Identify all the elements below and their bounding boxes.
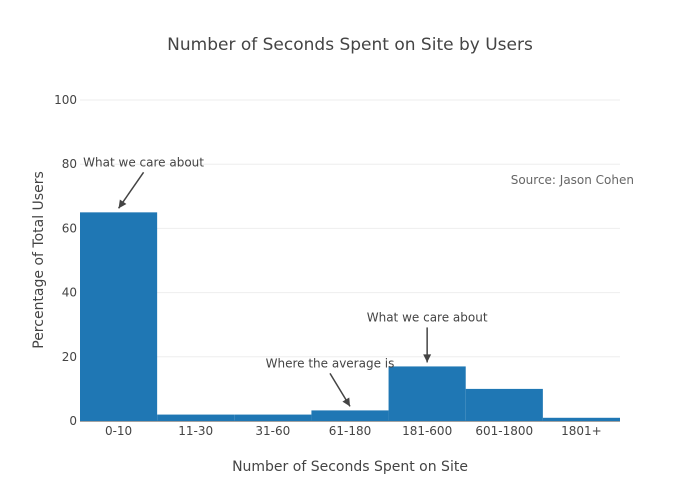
x-tick-label: 31-60 <box>255 424 290 438</box>
bar-61-180 <box>311 410 389 421</box>
x-tick-label: 181-600 <box>402 424 452 438</box>
y-axis-title: Percentage of Total Users <box>31 171 47 349</box>
bar-11-30 <box>157 414 235 421</box>
x-tick-label: 601-1800 <box>475 424 533 438</box>
annotation-arrowhead <box>423 354 432 363</box>
bar-31-60 <box>234 414 312 421</box>
y-tick-label: 0 <box>69 414 77 428</box>
annotation-label: Where the average is <box>266 356 395 370</box>
y-tick-label: 20 <box>62 350 77 364</box>
gridlines <box>80 99 620 422</box>
bars <box>80 212 620 421</box>
x-tick-label: 1801+ <box>561 424 602 438</box>
annotation-label: What we care about <box>83 155 204 169</box>
y-tick-label: 100 <box>54 93 77 107</box>
bar-601-1800 <box>465 388 543 421</box>
x-tick-label: 61-180 <box>329 424 372 438</box>
bar-181-600 <box>388 366 466 421</box>
x-tick-labels: 0-10 11-30 31-60 61-180 181-600 601-1800 1801+ <box>105 424 602 438</box>
annotation-label: What we care about <box>367 310 488 324</box>
y-tick-labels: 0 20 40 60 80 100 <box>54 93 77 428</box>
bar-0-10 <box>80 212 158 421</box>
x-axis-title: Number of Seconds Spent on Site <box>232 459 468 475</box>
y-tick-label: 40 <box>62 286 77 300</box>
source-note: Source: Jason Cohen <box>511 173 634 187</box>
bar-1801+ <box>542 417 620 421</box>
y-tick-label: 60 <box>62 221 77 235</box>
chart-title: Number of Seconds Spent on Site by Users <box>167 35 533 55</box>
y-tick-label: 80 <box>62 157 77 171</box>
x-tick-label: 11-30 <box>178 424 213 438</box>
annotation-arrowhead <box>342 397 350 407</box>
x-tick-label: 0-10 <box>105 424 132 438</box>
annotations: What we care about Where the average is Wh… <box>83 155 488 407</box>
annotation-arrowhead <box>118 199 127 209</box>
